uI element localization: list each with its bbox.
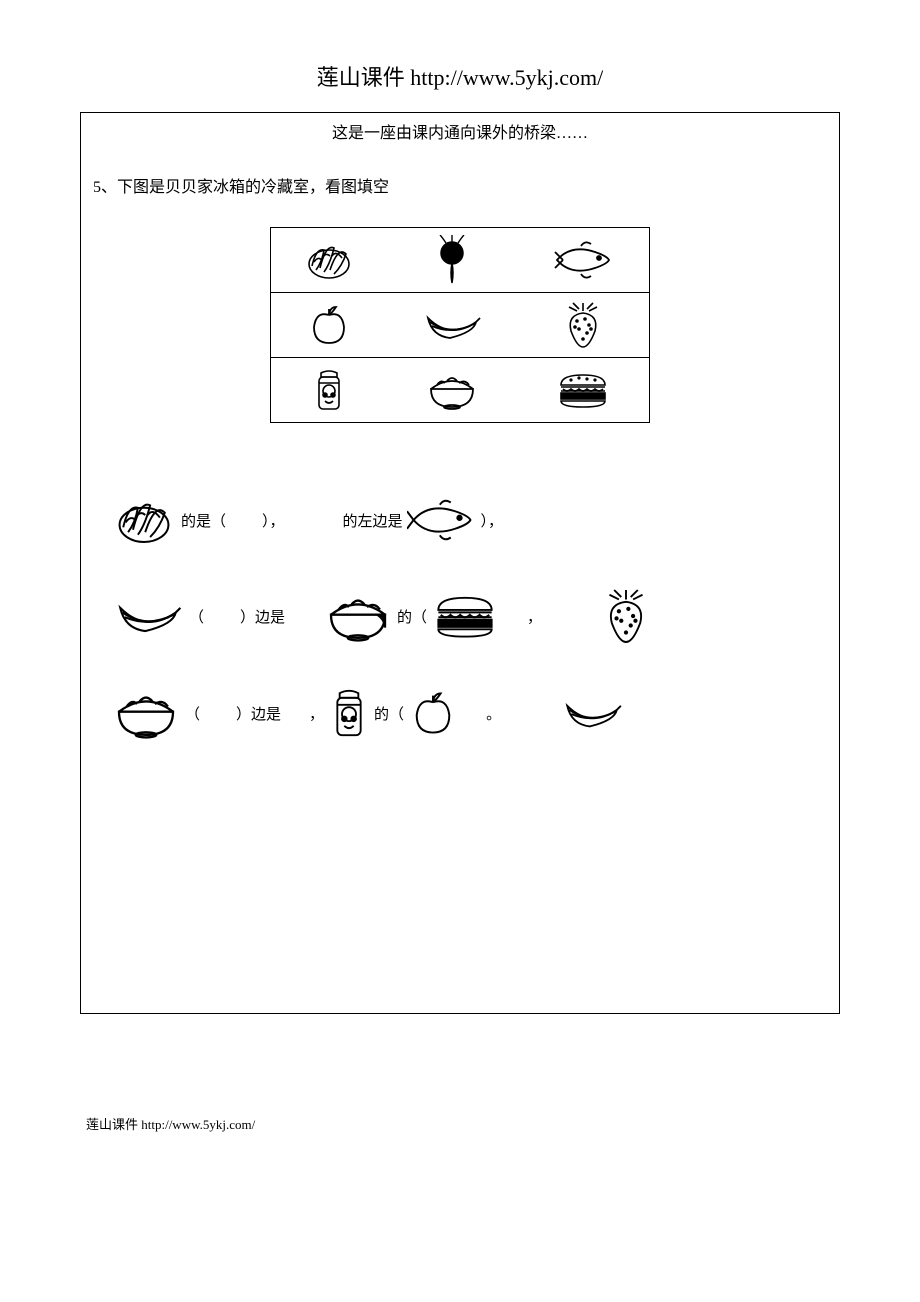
- banana-icon: [111, 593, 185, 639]
- strawberry-icon: [561, 301, 605, 349]
- text: 的（: [397, 606, 427, 627]
- text: ），: [481, 510, 504, 531]
- rice-bowl-icon: [323, 589, 393, 643]
- table-row: [271, 293, 650, 358]
- fill-row-3: （ ）边是 ， 的（ 。: [111, 685, 809, 741]
- text: ），: [262, 510, 285, 531]
- text: 的左边是: [343, 510, 403, 531]
- fill-in-section: 的是（ ）， 的左边是 ）， （ ）边是: [81, 483, 839, 791]
- banana-icon: [559, 690, 625, 736]
- text: 。: [486, 703, 501, 724]
- fill-row-1: 的是（ ）， 的左边是 ），: [111, 493, 809, 547]
- text: （: [189, 606, 204, 627]
- text: ）边是: [236, 703, 281, 724]
- page-footer: 莲山课件 http://www.5ykj.com/: [60, 1014, 860, 1133]
- apple-icon: [408, 689, 458, 737]
- text: 的（: [374, 703, 404, 724]
- radish-icon: [432, 235, 472, 285]
- text: ，: [309, 703, 324, 724]
- content-box: 这是一座由课内通向课外的桥梁…… 5、下图是贝贝家冰箱的冷藏室，看图填空: [80, 112, 840, 1014]
- cabbage-icon: [302, 238, 356, 282]
- text: ，: [527, 606, 542, 627]
- jar-icon: [311, 367, 347, 413]
- jar-icon: [328, 685, 370, 741]
- table-row: [271, 358, 650, 423]
- question-text: 5、下图是贝贝家冰箱的冷藏室，看图填空: [81, 173, 839, 227]
- subtitle: 这是一座由课内通向课外的桥梁……: [81, 113, 839, 173]
- text: （: [185, 703, 200, 724]
- apple-icon: [306, 303, 352, 347]
- strawberry-icon: [600, 587, 652, 645]
- burger-icon: [555, 371, 611, 409]
- page: 莲山课件 http://www.5ykj.com/ 这是一座由课内通向课外的桥梁…: [0, 0, 920, 1173]
- table-row: [271, 228, 650, 293]
- fridge-table: [270, 227, 650, 423]
- text: 的是（: [181, 510, 226, 531]
- cabbage-icon: [111, 493, 177, 547]
- burger-icon: [431, 593, 499, 639]
- rice-bowl-icon: [111, 686, 181, 740]
- page-header: 莲山课件 http://www.5ykj.com/: [60, 60, 860, 92]
- banana-icon: [420, 306, 484, 344]
- fill-row-2: （ ）边是 的（ ，: [111, 587, 809, 645]
- rice-bowl-icon: [425, 369, 479, 411]
- text: ）边是: [240, 606, 285, 627]
- fish-icon: [551, 240, 615, 280]
- fish-icon: [407, 498, 477, 542]
